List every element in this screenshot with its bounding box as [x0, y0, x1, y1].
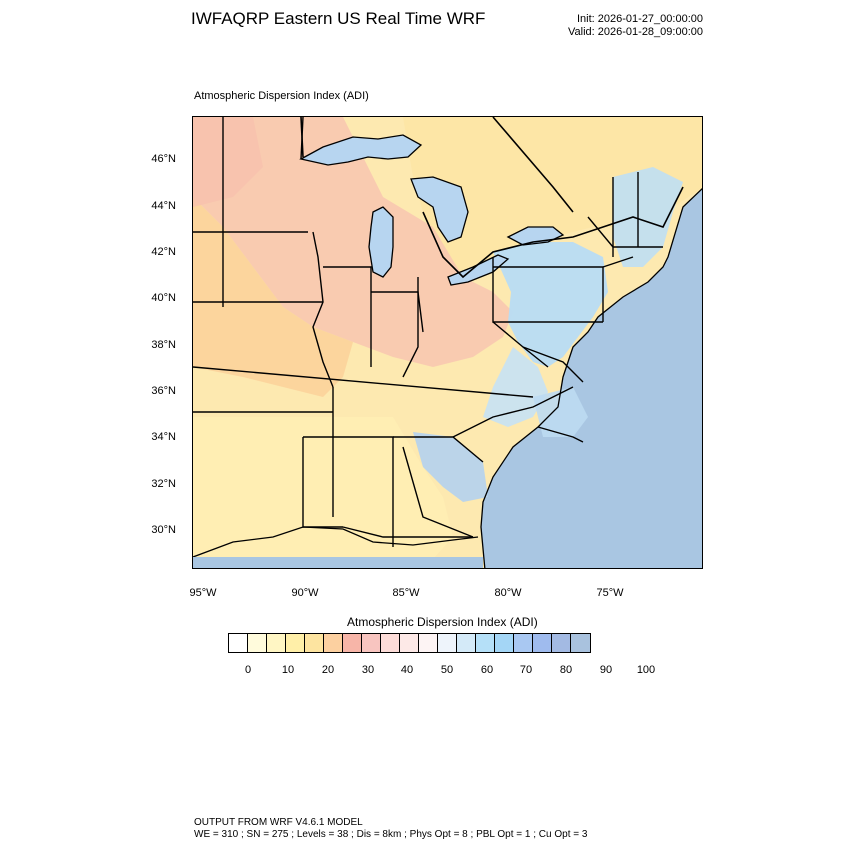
lon-label-85: 85°W: [392, 587, 420, 599]
colorbar-label: 30: [361, 664, 375, 676]
colorbar-label: 50: [440, 664, 454, 676]
legend-title: Atmospheric Dispersion Index (ADI): [347, 615, 538, 629]
lake-huron: [410, 176, 469, 243]
colorbar-swatch: [419, 634, 438, 652]
footer-line-1: OUTPUT FROM WRF V4.6.1 MODEL: [194, 817, 363, 828]
adi-map: [193, 117, 702, 568]
colorbar-swatch: [552, 634, 571, 652]
lat-label-42: 42°N: [151, 246, 176, 258]
colorbar-swatch: [229, 634, 248, 652]
colorbar-label: 10: [281, 664, 295, 676]
colorbar-label: 0: [244, 664, 252, 676]
colorbar-swatch: [324, 634, 343, 652]
colorbar-swatch: [476, 634, 495, 652]
lat-label-30: 30°N: [151, 524, 176, 536]
lake-michigan: [368, 206, 394, 278]
lat-label-32: 32°N: [151, 478, 176, 490]
init-time: Init: 2026-01-27_00:00:00: [577, 13, 703, 25]
colorbar-swatch: [343, 634, 362, 652]
colorbar-swatch: [457, 634, 476, 652]
colorbar-label: 20: [321, 664, 335, 676]
colorbar-swatch: [533, 634, 552, 652]
adi-blue-northeast: [493, 242, 608, 367]
colorbar-swatch: [400, 634, 419, 652]
lat-label-34: 34°N: [151, 431, 176, 443]
country-border: [300, 117, 684, 279]
run-times: Init: 2026-01-27_00:00:00 Valid: 2026-01…: [520, 13, 703, 39]
colorbar-swatch: [286, 634, 305, 652]
lat-label-40: 40°N: [151, 292, 176, 304]
colorbar-swatch: [514, 634, 533, 652]
colorbar-swatch: [248, 634, 267, 652]
colorbar-label: 80: [559, 664, 573, 676]
coastline: [480, 188, 702, 568]
colorbar-label: 90: [599, 664, 613, 676]
lat-label-46: 46°N: [151, 153, 176, 165]
colorbar-label: 100: [636, 664, 656, 676]
adi-orange-mid: [193, 197, 353, 397]
lat-label-38: 38°N: [151, 339, 176, 351]
colorbar-label: 60: [480, 664, 494, 676]
map-frame: [192, 116, 703, 569]
lon-label-90: 90°W: [291, 587, 319, 599]
footer-line-2: WE = 310 ; SN = 275 ; Levels = 38 ; Dis …: [194, 829, 588, 840]
colorbar-swatch: [495, 634, 514, 652]
model-footer: OUTPUT FROM WRF V4.6.1 MODEL WE = 310 ; …: [194, 817, 587, 841]
adi-blue-georgia: [413, 432, 488, 502]
colorbar-swatch: [571, 634, 590, 652]
colorbar-swatch: [362, 634, 381, 652]
valid-time: Valid: 2026-01-28_09:00:00: [568, 26, 703, 38]
colorbar-swatch: [305, 634, 324, 652]
lon-label-75: 75°W: [596, 587, 624, 599]
lake-superior: [299, 134, 423, 166]
lat-label-36: 36°N: [151, 385, 176, 397]
adi-blue-newengland: [613, 167, 683, 267]
lon-label-80: 80°W: [494, 587, 522, 599]
main-title: IWFAQRP Eastern US Real Time WRF: [191, 9, 486, 28]
colorbar-swatch: [438, 634, 457, 652]
lat-label-44: 44°N: [151, 200, 176, 212]
adi-pink-west: [193, 117, 263, 207]
gulf-coast: [193, 526, 479, 558]
colorbar-label: 70: [519, 664, 533, 676]
adi-yellow-south: [193, 417, 453, 568]
adi-salmon-north: [193, 117, 513, 367]
gulf-water: [193, 557, 483, 568]
colorbar: [228, 633, 591, 653]
colorbar-swatch: [381, 634, 400, 652]
lon-label-95: 95°W: [189, 587, 217, 599]
canada: [403, 117, 702, 277]
colorbar-label: 40: [400, 664, 414, 676]
plot-title: Atmospheric Dispersion Index (ADI): [194, 90, 369, 102]
colorbar-swatch: [267, 634, 286, 652]
